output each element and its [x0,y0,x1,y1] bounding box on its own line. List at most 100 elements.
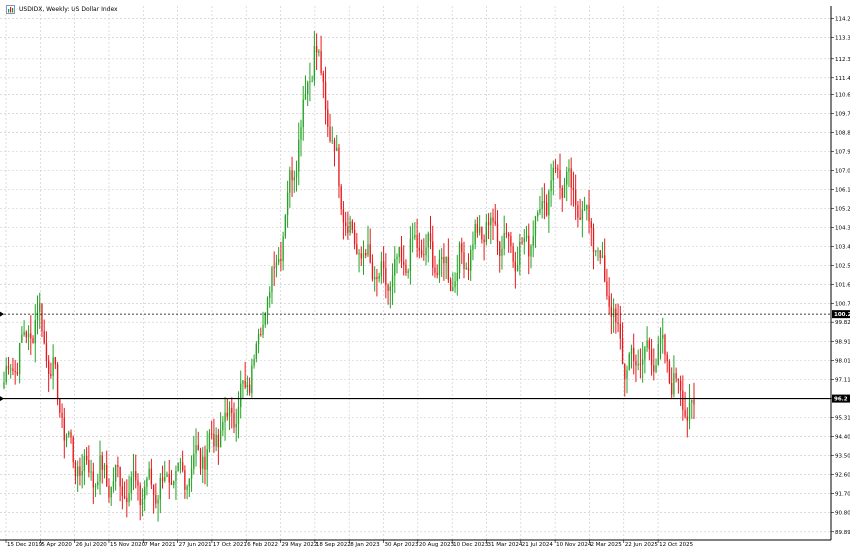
candle-body [615,308,617,323]
candle [503,215,505,256]
price-levels [0,311,831,402]
candle-body [610,306,613,317]
candle-body [606,281,608,296]
candle-body [579,217,581,220]
candle [144,480,146,512]
candle [675,367,677,383]
candle [10,363,12,379]
candle [7,356,10,375]
candle-body [159,477,161,500]
candle-body [371,262,374,280]
candle [146,476,148,496]
candle [23,320,25,337]
time-label: 5 Apr 2020 [41,542,72,548]
candle-body [161,477,164,481]
price-label: 99.82 [835,320,850,326]
candle-body [686,416,688,421]
candle-body [23,331,25,335]
candle-body [298,139,300,172]
candle-body [262,324,264,335]
candle [260,327,262,337]
candle-body [476,223,479,233]
candle-body [483,239,485,243]
candle [251,358,253,398]
price-label: 109.7 [835,112,850,118]
candle-body [79,466,81,476]
candle-body [119,466,121,487]
candle [280,241,282,272]
candle [592,223,595,270]
level-arrow-marker [0,396,4,402]
candle-body [16,372,19,375]
candle [161,465,164,489]
candle [101,451,103,484]
candle [39,292,41,329]
candle [677,378,680,394]
candle [385,253,387,299]
candle-body [657,344,659,366]
candle-body [260,334,262,335]
candle [608,277,610,314]
candle [492,208,494,241]
candle [624,363,626,397]
candle [246,375,249,396]
candle-body [179,462,182,464]
candle [277,247,280,266]
candle [505,223,508,239]
time-label: 8 Jan 2023 [350,542,380,548]
candle [99,440,101,495]
candle [304,75,307,100]
candle [621,322,624,365]
candle-body [41,303,43,332]
candle [204,445,206,485]
candle [443,243,445,281]
candle-body [548,191,550,216]
candle-body [637,363,639,366]
candle [389,281,391,309]
candle [126,479,128,518]
candle-body [72,437,74,463]
candle-body [264,313,266,325]
candle-body [186,486,188,490]
candle [405,259,407,276]
candle-body [94,485,97,488]
candle [137,473,139,501]
candle [90,459,92,481]
candle [255,341,257,363]
candle [454,272,456,293]
candle-body [141,499,144,506]
candle-body [300,127,302,140]
candle-body [501,248,503,256]
candle-body [173,480,175,485]
candle-body [257,334,260,344]
candle-body [30,333,32,339]
candle-body [175,471,177,481]
candle [619,305,621,350]
candle-body [224,412,226,423]
candle [452,272,454,292]
candle-body [572,187,575,190]
candle [233,402,235,434]
candle-body [470,249,472,271]
candle-body [626,370,628,379]
candle-body [7,366,10,369]
candle [88,445,90,478]
price-label: 98.91 [835,339,850,345]
candle [117,456,119,478]
candle [601,242,604,259]
candle-body [595,251,597,253]
candle [673,355,675,398]
candle [581,200,584,238]
candle [222,416,224,437]
time-label: 29 May 2022 [282,542,318,548]
candle [18,342,21,384]
candle-body [320,50,322,73]
candle-body [177,462,179,472]
candle [617,303,619,333]
candle-body [494,221,496,224]
candle-body [449,279,452,291]
candle [179,457,182,474]
candle [516,246,519,272]
